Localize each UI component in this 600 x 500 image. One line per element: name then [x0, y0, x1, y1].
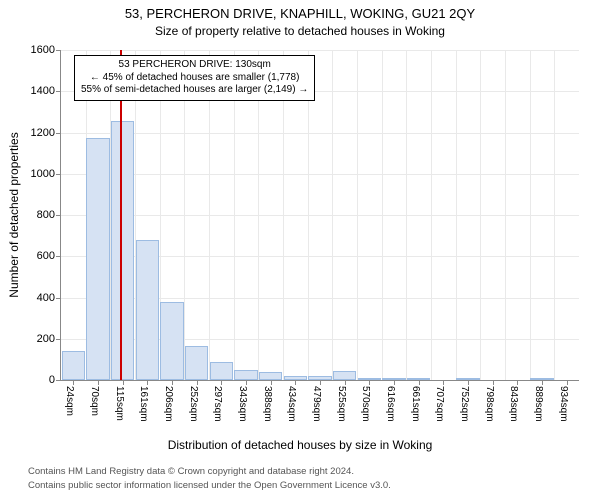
xtick-label: 661sqm: [410, 386, 421, 422]
xtick-label: 570sqm: [360, 386, 371, 422]
ytick-label: 0: [49, 374, 61, 386]
xtick-mark: [345, 380, 346, 385]
xtick-label: 798sqm: [484, 386, 495, 422]
xtick-label: 525sqm: [336, 386, 347, 422]
gridline-v: [431, 50, 432, 380]
xtick-label: 752sqm: [459, 386, 470, 422]
xtick-mark: [493, 380, 494, 385]
gridline-v: [554, 50, 555, 380]
xtick-mark: [271, 380, 272, 385]
xtick-mark: [172, 380, 173, 385]
xtick-mark: [221, 380, 222, 385]
ytick-label: 1400: [31, 85, 61, 97]
gridline-v: [332, 50, 333, 380]
xtick-label: 206sqm: [163, 386, 174, 422]
gridline-v: [480, 50, 481, 380]
plot-area: 0200400600800100012001400160024sqm70sqm1…: [60, 50, 579, 381]
xtick-label: 343sqm: [237, 386, 248, 422]
xtick-mark: [147, 380, 148, 385]
chart-subtitle: Size of property relative to detached ho…: [0, 24, 600, 38]
ytick-label: 1200: [31, 127, 61, 139]
ytick-label: 600: [37, 250, 61, 262]
xtick-label: 707sqm: [434, 386, 445, 422]
property-size-histogram: 53, PERCHERON DRIVE, KNAPHILL, WOKING, G…: [0, 0, 600, 500]
annotation-line: 53 PERCHERON DRIVE: 130sqm: [81, 59, 308, 72]
histogram-bar: [185, 346, 208, 380]
xtick-mark: [542, 380, 543, 385]
histogram-bar: [259, 372, 282, 380]
xtick-label: 479sqm: [311, 386, 322, 422]
xtick-mark: [394, 380, 395, 385]
gridline-v: [357, 50, 358, 380]
xtick-mark: [443, 380, 444, 385]
gridline-v: [382, 50, 383, 380]
xtick-label: 24sqm: [64, 386, 75, 416]
annotation-line: ← 45% of detached houses are smaller (1,…: [81, 72, 308, 85]
gridline-v: [406, 50, 407, 380]
xtick-label: 115sqm: [114, 386, 125, 421]
xtick-mark: [295, 380, 296, 385]
annotation-line: 55% of semi-detached houses are larger (…: [81, 84, 308, 97]
xtick-label: 70sqm: [89, 386, 100, 416]
xtick-label: 297sqm: [212, 386, 223, 422]
gridline-v: [456, 50, 457, 380]
ytick-label: 200: [37, 333, 61, 345]
xtick-label: 388sqm: [262, 386, 273, 422]
xtick-label: 161sqm: [138, 386, 149, 422]
xtick-mark: [517, 380, 518, 385]
gridline-h: [61, 215, 579, 216]
xtick-mark: [369, 380, 370, 385]
footer-line-1: Contains HM Land Registry data © Crown c…: [0, 466, 600, 477]
xtick-mark: [567, 380, 568, 385]
histogram-bar: [160, 302, 183, 380]
histogram-bar: [62, 351, 85, 380]
histogram-bar: [136, 240, 159, 380]
xtick-label: 434sqm: [286, 386, 297, 422]
xtick-mark: [320, 380, 321, 385]
histogram-bar: [234, 370, 257, 380]
histogram-bar: [333, 371, 356, 380]
gridline-h: [61, 174, 579, 175]
chart-title: 53, PERCHERON DRIVE, KNAPHILL, WOKING, G…: [0, 6, 600, 21]
xtick-mark: [73, 380, 74, 385]
xtick-label: 934sqm: [558, 386, 569, 422]
xtick-label: 616sqm: [385, 386, 396, 422]
xtick-label: 252sqm: [188, 386, 199, 422]
xtick-mark: [98, 380, 99, 385]
xtick-mark: [197, 380, 198, 385]
xtick-mark: [123, 380, 124, 385]
gridline-h: [61, 50, 579, 51]
xtick-mark: [246, 380, 247, 385]
y-axis-label: Number of detached properties: [7, 132, 21, 297]
ytick-label: 1000: [31, 168, 61, 180]
x-axis-label: Distribution of detached houses by size …: [0, 438, 600, 452]
gridline-h: [61, 133, 579, 134]
ytick-label: 800: [37, 209, 61, 221]
ytick-label: 400: [37, 292, 61, 304]
histogram-bar: [111, 121, 134, 380]
histogram-bar: [86, 138, 109, 380]
footer-line-2: Contains public sector information licen…: [0, 480, 600, 491]
ytick-label: 1600: [31, 44, 61, 56]
xtick-label: 889sqm: [533, 386, 544, 422]
annotation-box: 53 PERCHERON DRIVE: 130sqm← 45% of detac…: [74, 55, 315, 101]
xtick-mark: [419, 380, 420, 385]
xtick-label: 843sqm: [508, 386, 519, 422]
histogram-bar: [210, 362, 233, 380]
gridline-v: [530, 50, 531, 380]
xtick-mark: [468, 380, 469, 385]
gridline-v: [505, 50, 506, 380]
